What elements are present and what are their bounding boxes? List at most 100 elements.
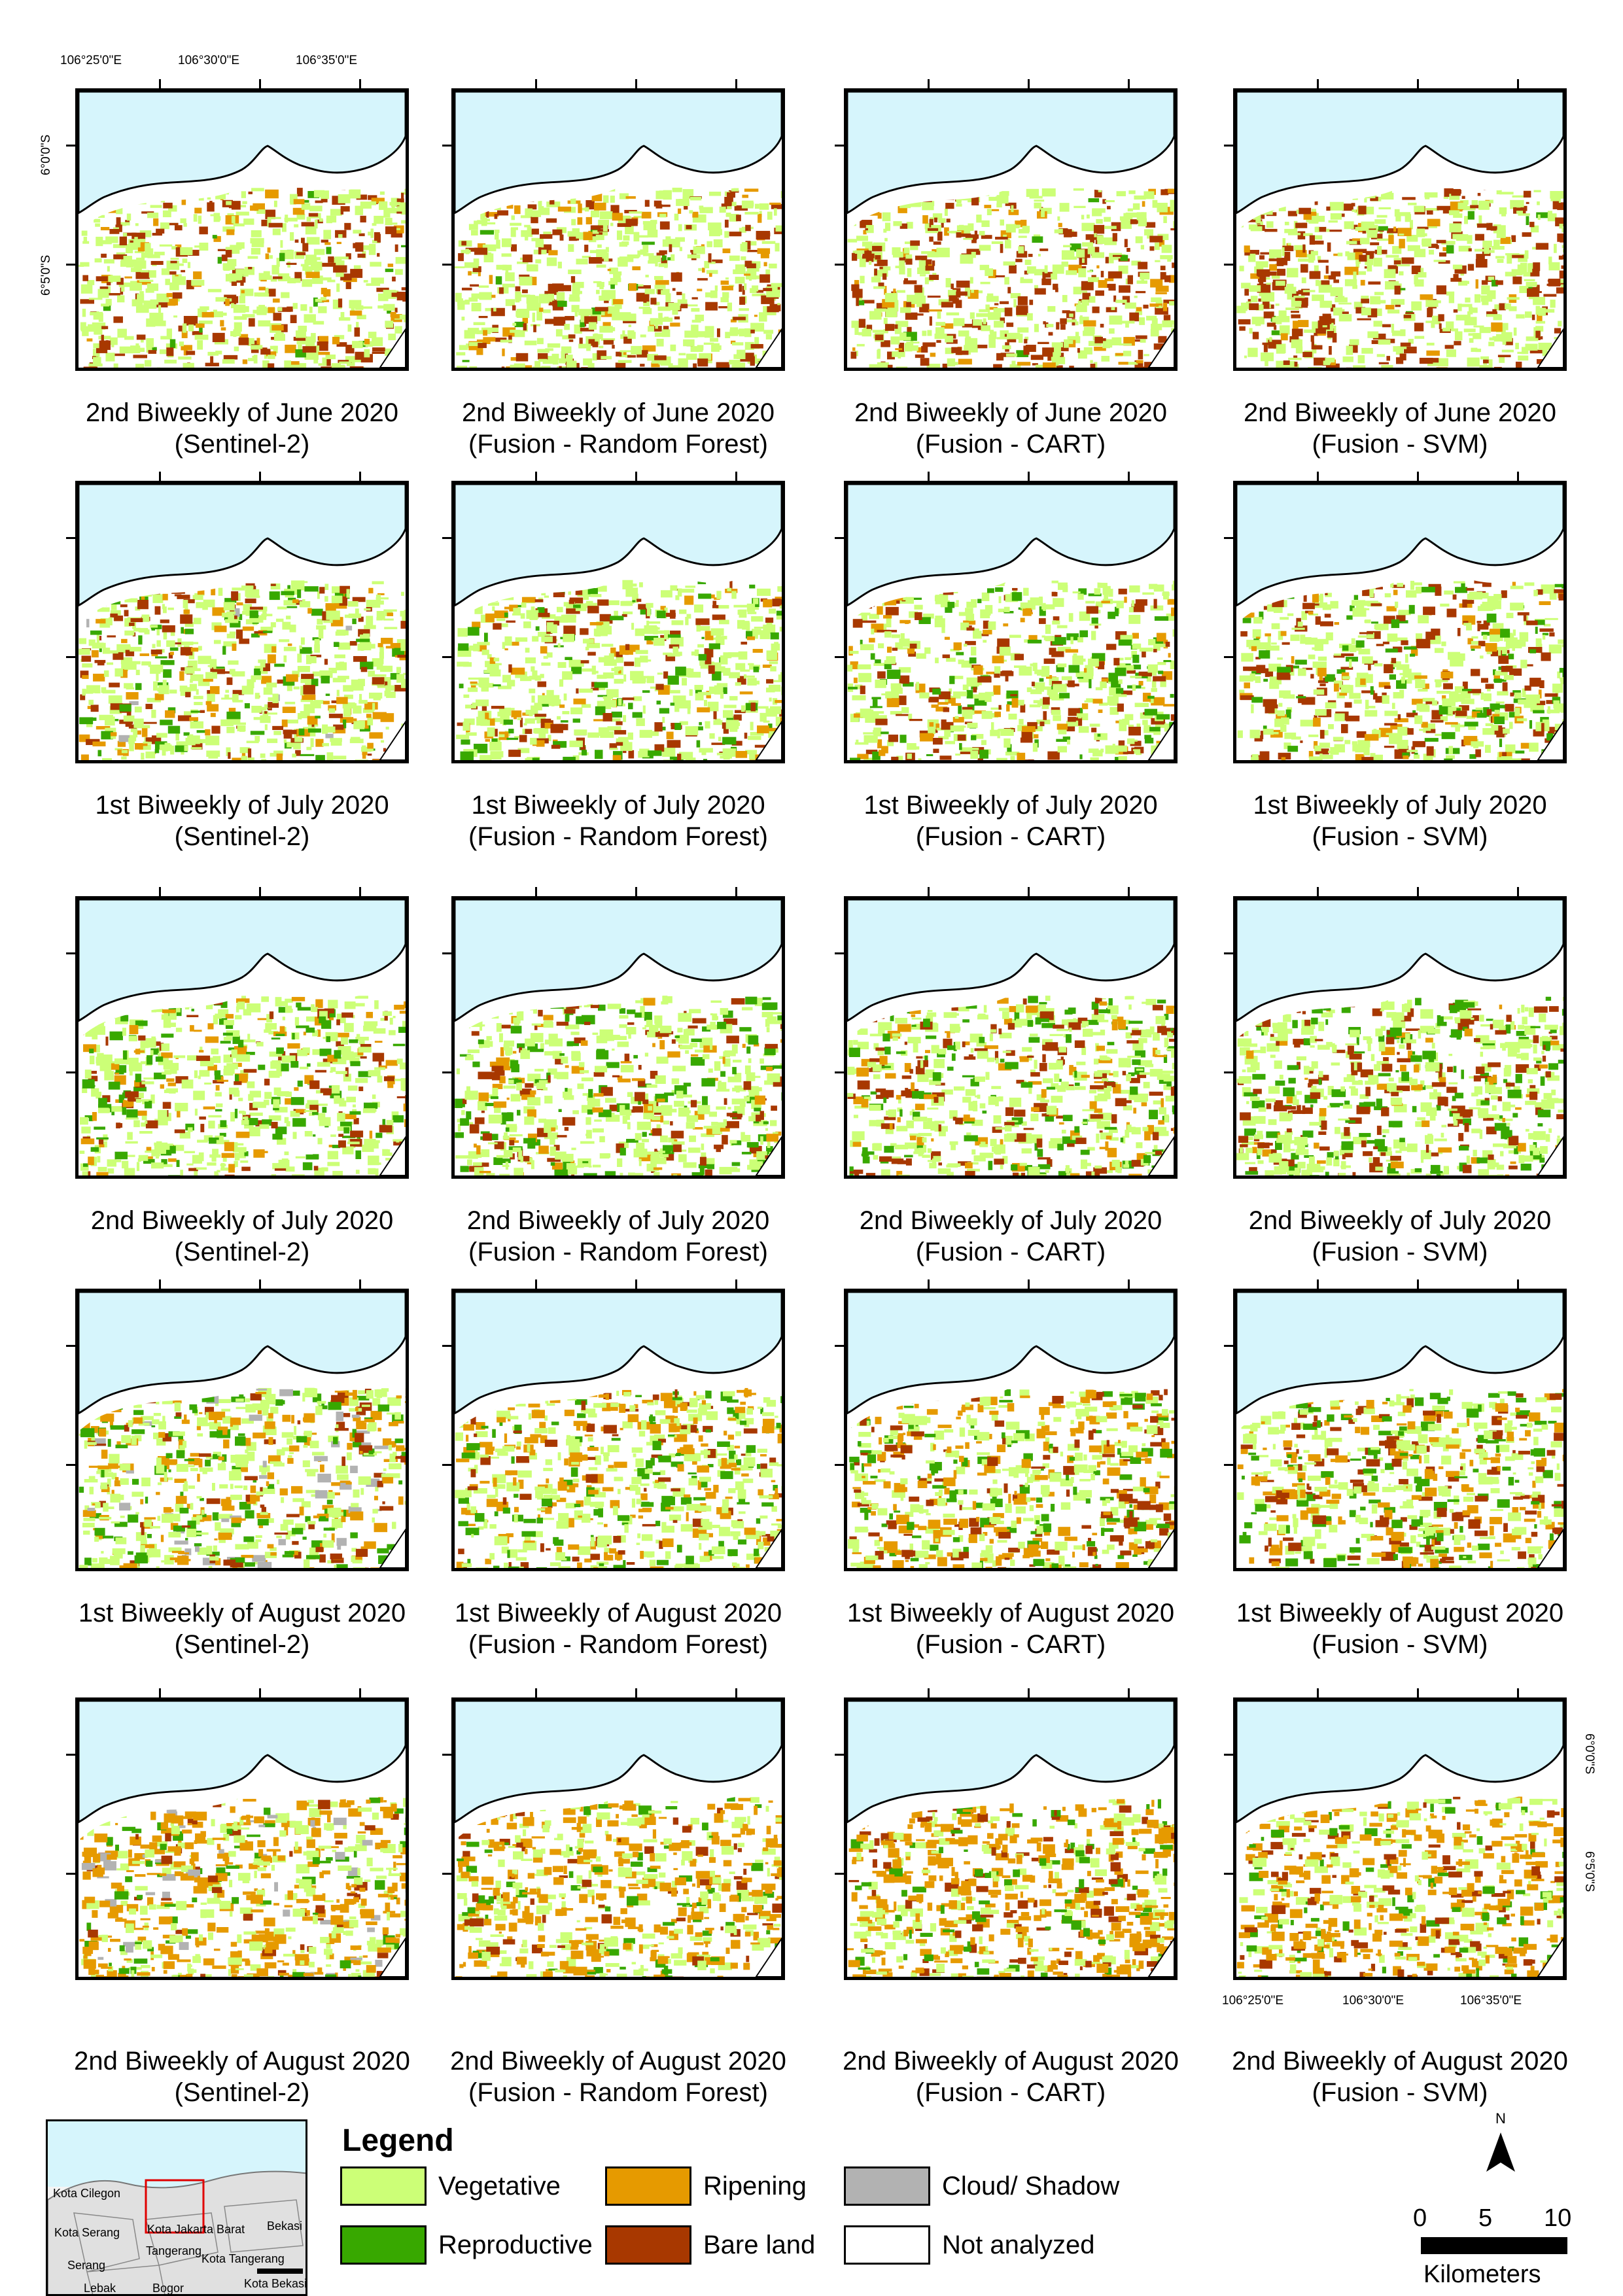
map-caption: 2nd Biweekly of July 2020(Fusion - Rando… [428,1205,808,1268]
graticule-tick [1224,537,1233,539]
legend-swatch [844,2166,930,2206]
graticule-tick [66,1464,75,1466]
inset-place: Bekasi [267,2219,302,2233]
land-cover-patches [847,580,1174,760]
map-panel-svm [1233,481,1567,763]
graticule-tick [835,1464,844,1466]
legend-swatch [605,2225,691,2265]
graticule-tick [442,656,451,658]
graticule-tick [159,79,161,88]
caption-source: (Sentinel-2) [52,2077,432,2108]
outside-area [1538,1938,1563,1977]
scale-bar-graphic [1421,2237,1567,2254]
outside-area [380,1137,406,1175]
graticule-tick [928,1279,930,1289]
graticule-tick [359,79,361,88]
classification-map [1236,1701,1563,1977]
legend-item-reproductive: Reproductive [340,2224,593,2266]
land-cover-patches [455,1797,782,1977]
legend-item-not-analyzed: Not analyzed [844,2224,1094,2266]
graticule-tick [1317,887,1319,896]
north-label: N [1495,2110,1506,2127]
caption-period: 1st Biweekly of August 2020 [1210,1597,1590,1629]
map-caption: 2nd Biweekly of August 2020(Fusion - Ran… [428,2045,808,2108]
caption-source: (Sentinel-2) [52,1236,432,1268]
legend-item-vegetative: Vegetative [340,2165,561,2207]
outside-area [1149,1137,1174,1175]
graticule-tick [66,656,75,658]
graticule-tick [66,1754,75,1756]
legend-swatch [844,2225,930,2265]
graticule-tick [535,1688,537,1697]
map-caption: 2nd Biweekly of August 2020(Fusion - CAR… [821,2045,1200,2108]
graticule-tick [928,1688,930,1697]
graticule-tick [159,887,161,896]
graticule-tick [1224,264,1233,266]
graticule-tick [66,264,75,266]
classification-map [79,1701,406,1977]
classification-map [847,484,1174,760]
lon-label-4: 106°25'0"E [1222,1994,1283,2008]
caption-source: (Fusion - Random Forest) [428,428,808,460]
map-caption: 2nd Biweekly of July 2020(Fusion - CART) [821,1205,1200,1268]
classification-map [79,484,406,760]
graticule-tick [1517,887,1519,896]
graticule-tick [1128,1688,1130,1697]
caption-source: (Fusion - SVM) [1210,1629,1590,1660]
graticule-tick [259,1279,261,1289]
scale-unit: Kilometers [1423,2261,1541,2289]
graticule-tick [1224,1873,1233,1875]
map-panel-cart [844,1289,1178,1571]
graticule-tick [1317,472,1319,481]
graticule-tick [66,1873,75,1875]
land-cover-patches [847,1797,1174,1977]
graticule-tick [735,1688,737,1697]
legend-label: Reproductive [438,2231,593,2260]
inset-place: Tangerang [146,2244,201,2258]
graticule-tick [735,1279,737,1289]
graticule-tick [1224,952,1233,954]
graticule-tick [1224,1464,1233,1466]
map-caption: 2nd Biweekly of July 2020(Fusion - SVM) [1210,1205,1590,1268]
caption-source: (Fusion - SVM) [1210,821,1590,852]
graticule-tick [835,537,844,539]
graticule-tick [1224,145,1233,147]
land-cover-patches [79,1797,406,1977]
graticule-tick [159,1688,161,1697]
legend-label: Ripening [703,2172,807,2201]
legend-title: Legend [342,2123,454,2159]
inset-place: Kota Bekasi [244,2277,307,2291]
scale-tick-10: 10 [1544,2204,1571,2233]
land-cover-patches [456,580,782,760]
legend-label: Not analyzed [942,2231,1094,2260]
graticule-tick [1517,472,1519,481]
graticule-tick [535,887,537,896]
classification-map [847,1292,1174,1568]
graticule-tick [1317,79,1319,88]
caption-source: (Fusion - CART) [821,428,1200,460]
map-caption: 2nd Biweekly of July 2020(Sentinel-2) [52,1205,432,1268]
caption-source: (Fusion - SVM) [1210,1236,1590,1268]
legend-label: Cloud/ Shadow [942,2172,1119,2201]
north-arrow-icon: N [1481,2106,1520,2178]
graticule-tick [1417,472,1419,481]
inset-place: Kota Cilegon [53,2187,120,2200]
caption-period: 2nd Biweekly of June 2020 [52,397,432,428]
legend-swatch [340,2225,427,2265]
legend-swatch [340,2166,427,2206]
caption-period: 1st Biweekly of August 2020 [821,1597,1200,1629]
caption-period: 1st Biweekly of July 2020 [1210,790,1590,821]
land-cover-patches [455,996,782,1175]
caption-source: (Fusion - Random Forest) [428,1236,808,1268]
caption-period: 2nd Biweekly of August 2020 [1210,2045,1590,2077]
map-panel-sentinel-2 [75,1697,409,1980]
classification-map [1236,899,1563,1175]
graticule-tick [735,79,737,88]
graticule-tick [835,1873,844,1875]
caption-period: 2nd Biweekly of June 2020 [1210,397,1590,428]
map-caption: 1st Biweekly of August 2020(Fusion - Ran… [428,1597,808,1660]
graticule-tick [835,264,844,266]
graticule-tick [1128,887,1130,896]
land-cover-patches [1236,188,1563,368]
graticule-tick [835,656,844,658]
